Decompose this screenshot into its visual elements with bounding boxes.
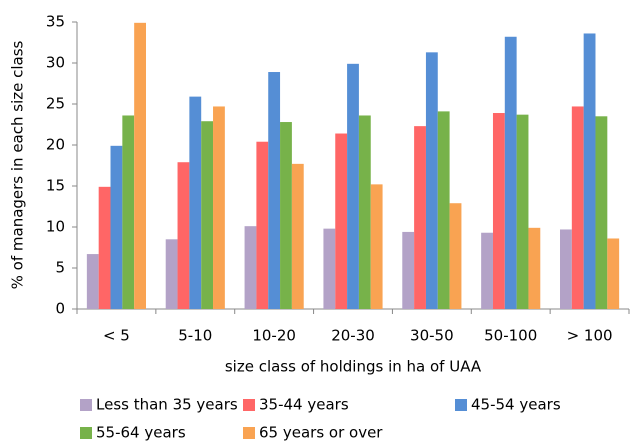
bar	[134, 22, 146, 309]
legend-swatch	[455, 399, 467, 411]
x-tick-label: 5-10	[178, 327, 212, 345]
bar	[189, 96, 202, 310]
y-tick-label: 30	[46, 54, 65, 72]
bar	[516, 114, 529, 309]
legend-swatch	[80, 399, 92, 411]
bar	[268, 72, 281, 310]
bar	[323, 228, 336, 309]
bar	[335, 133, 348, 309]
bar	[481, 232, 493, 309]
y-tick-label: 20	[46, 136, 65, 154]
bar	[528, 227, 541, 309]
y-axis-title: % of managers in each size class	[9, 40, 27, 289]
bar	[402, 231, 415, 309]
y-tick-label: 15	[46, 177, 65, 195]
bar	[492, 113, 505, 310]
x-tick-label: 30-50	[410, 327, 454, 345]
bar	[86, 254, 99, 309]
y-tick-label: 25	[46, 95, 65, 113]
bar	[595, 116, 608, 309]
bar	[165, 239, 178, 309]
x-tick-label: 20-30	[331, 327, 375, 345]
bar	[583, 33, 596, 309]
bar	[177, 162, 190, 309]
bar	[201, 121, 214, 309]
x-tick-label: 50-100	[484, 327, 537, 345]
bar	[370, 184, 383, 309]
bar	[437, 111, 450, 309]
bar	[98, 186, 111, 309]
x-tick-label: > 100	[567, 327, 613, 345]
bar	[256, 141, 269, 309]
bar	[449, 203, 462, 309]
x-tick-label: 10-20	[252, 327, 296, 345]
bar	[213, 106, 225, 310]
y-tick-label: 10	[46, 218, 65, 236]
legend-label: Less than 35 years	[96, 396, 238, 414]
bar	[571, 106, 584, 310]
x-tick-label: < 5	[103, 327, 130, 345]
x-axis-title: size class of holdings in ha of UAA	[225, 358, 482, 376]
bar	[110, 145, 123, 309]
bar	[347, 63, 359, 309]
bar	[607, 238, 620, 309]
bar	[560, 229, 572, 309]
y-tick-label: 35	[46, 13, 65, 31]
legend-swatch	[243, 399, 255, 411]
legend-label: 35-44 years	[259, 396, 349, 414]
legend-swatch	[80, 427, 92, 439]
legend-label: 55-64 years	[96, 424, 186, 442]
legend-label: 65 years or over	[259, 424, 383, 442]
bar	[425, 52, 438, 310]
y-tick-label: 5	[55, 259, 65, 277]
legend-swatch	[243, 427, 255, 439]
y-tick-label: 0	[55, 300, 65, 318]
legend-label: 45-54 years	[471, 396, 561, 414]
bar	[358, 115, 371, 309]
bar	[280, 122, 292, 309]
bar	[244, 226, 257, 309]
bar	[504, 36, 517, 309]
bar	[414, 126, 426, 309]
bar	[122, 115, 135, 309]
bar	[291, 163, 304, 309]
